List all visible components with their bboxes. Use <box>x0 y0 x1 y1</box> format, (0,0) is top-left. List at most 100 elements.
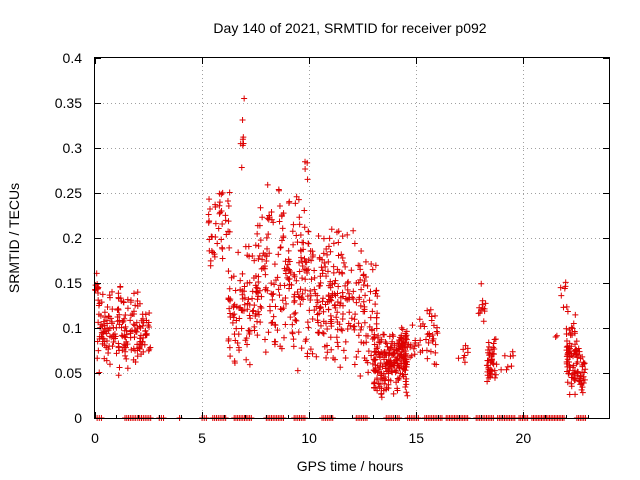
data-point <box>460 354 467 361</box>
data-point <box>249 252 256 259</box>
data-point <box>430 322 437 329</box>
data-point <box>305 228 312 235</box>
data-point <box>326 235 333 242</box>
data-point <box>572 341 579 348</box>
data-point <box>110 339 117 346</box>
data-point <box>575 352 582 359</box>
data-point <box>276 292 283 299</box>
data-point <box>275 251 282 258</box>
data-point <box>268 290 275 297</box>
data-point <box>350 323 357 330</box>
data-point <box>335 252 342 259</box>
data-point <box>305 266 312 273</box>
data-point <box>121 343 128 350</box>
data-point <box>231 360 238 367</box>
data-point <box>563 331 570 338</box>
data-point <box>291 271 298 278</box>
data-point <box>484 357 491 364</box>
data-point <box>132 347 139 354</box>
data-point <box>277 343 284 350</box>
data-point <box>254 230 261 237</box>
data-point <box>275 286 282 293</box>
data-point <box>434 324 441 331</box>
data-point <box>123 327 130 334</box>
data-point <box>307 296 314 303</box>
data-point <box>386 361 393 368</box>
data-point <box>237 277 244 284</box>
data-point <box>358 323 365 330</box>
data-point <box>342 338 349 345</box>
data-point <box>291 310 298 317</box>
data-point <box>212 204 219 211</box>
data-point <box>105 349 112 356</box>
data-point <box>434 330 441 337</box>
data-point <box>260 265 267 272</box>
data-point <box>278 306 285 313</box>
data-point <box>579 389 586 396</box>
data-point <box>238 325 245 332</box>
data-point <box>417 337 424 344</box>
data-point <box>297 286 304 293</box>
data-point <box>264 287 271 294</box>
data-point <box>486 367 493 374</box>
data-point <box>294 289 301 296</box>
data-point <box>283 300 290 307</box>
data-point <box>360 340 367 347</box>
data-point <box>393 357 400 364</box>
data-point <box>225 335 232 342</box>
data-point <box>243 356 250 363</box>
data-point <box>321 259 328 266</box>
data-point <box>94 338 101 345</box>
data-point <box>331 356 338 363</box>
data-point <box>460 346 467 353</box>
data-point <box>338 269 345 276</box>
data-point <box>572 347 579 354</box>
data-point <box>270 219 277 226</box>
data-point <box>376 368 383 375</box>
data-point <box>117 284 124 291</box>
data-point <box>351 316 358 323</box>
data-point <box>304 176 311 183</box>
data-point <box>147 344 154 351</box>
data-point <box>286 258 293 265</box>
data-point <box>364 282 371 289</box>
data-point <box>255 278 262 285</box>
data-point <box>319 298 326 305</box>
data-point <box>104 304 111 311</box>
data-point <box>324 349 331 356</box>
data-point <box>142 327 149 334</box>
data-point <box>136 300 143 307</box>
data-point <box>352 311 359 318</box>
data-point <box>218 236 225 243</box>
data-point <box>382 363 389 370</box>
data-point <box>374 387 381 394</box>
data-point <box>226 189 233 196</box>
data-point <box>130 290 137 297</box>
data-point <box>373 320 380 327</box>
data-point <box>358 286 365 293</box>
data-point <box>138 351 145 358</box>
data-point <box>280 233 287 240</box>
data-point <box>292 317 299 324</box>
data-point <box>334 326 341 333</box>
data-point <box>294 239 301 246</box>
data-point <box>317 304 324 311</box>
data-point <box>389 338 396 345</box>
data-point <box>307 346 314 353</box>
data-point <box>328 346 335 353</box>
data-point <box>266 250 273 257</box>
data-point <box>289 321 296 328</box>
data-point <box>330 263 337 270</box>
data-point <box>130 356 137 363</box>
data-point <box>255 243 262 250</box>
data-point <box>110 324 117 331</box>
data-point <box>383 368 390 375</box>
data-point <box>289 228 296 235</box>
data-point <box>136 341 143 348</box>
y-tick-label: 0.05 <box>55 365 82 381</box>
data-point <box>285 199 292 206</box>
data-point <box>243 335 250 342</box>
data-point <box>362 292 369 299</box>
data-point <box>109 306 116 313</box>
data-point <box>318 264 325 271</box>
